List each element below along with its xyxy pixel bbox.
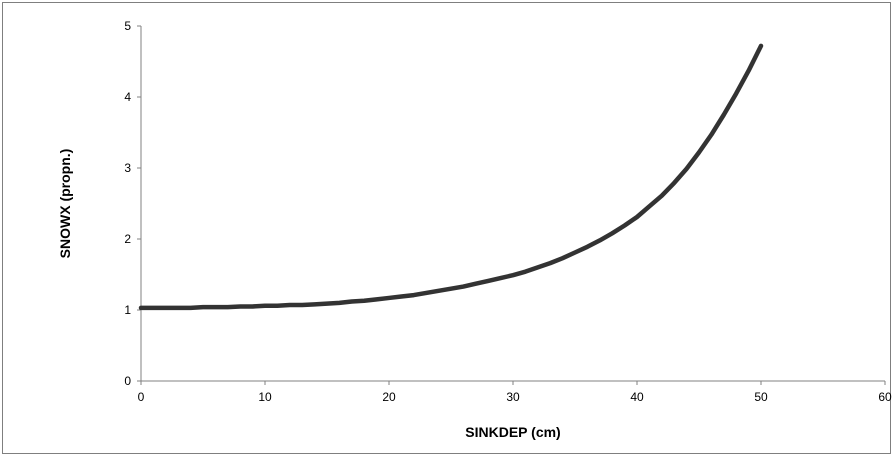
y-axis-title: SNOWX (propn.) <box>57 149 73 259</box>
data-point <box>337 301 341 305</box>
data-point <box>449 287 453 291</box>
data-point <box>226 305 230 309</box>
data-point <box>437 289 441 293</box>
x-tick-label: 0 <box>138 390 145 404</box>
data-point <box>263 304 267 308</box>
data-point <box>362 299 366 303</box>
y-tick-label: 4 <box>124 90 131 104</box>
y-ticks: 0 1 2 3 4 5 <box>124 19 141 388</box>
x-tick-label: 50 <box>754 390 768 404</box>
data-point <box>474 282 478 286</box>
data-point <box>251 304 255 308</box>
x-tick-label: 40 <box>630 390 644 404</box>
data-point <box>412 293 416 297</box>
y-tick-label: 5 <box>124 19 131 33</box>
data-point <box>313 302 317 306</box>
data-point <box>561 256 565 260</box>
data-point <box>275 304 279 308</box>
data-point <box>523 270 527 274</box>
data-point <box>375 297 379 301</box>
data-point <box>647 204 651 208</box>
data-point <box>536 265 540 269</box>
data-point <box>511 273 515 277</box>
data-point <box>722 113 726 117</box>
data-point <box>201 305 205 309</box>
data-point <box>598 238 602 242</box>
data-point <box>585 245 589 249</box>
data-point <box>499 276 503 280</box>
data-point <box>350 299 354 303</box>
data-point <box>486 279 490 283</box>
data-point <box>387 296 391 300</box>
x-tick-label: 60 <box>878 390 892 404</box>
data-point <box>610 231 614 235</box>
data-point <box>424 291 428 295</box>
x-ticks: 0 10 20 30 40 50 60 <box>138 381 892 404</box>
axes <box>140 26 885 382</box>
data-point <box>697 150 701 154</box>
x-axis-title: SINKDEP (cm) <box>465 424 560 440</box>
data-point <box>325 302 329 306</box>
data-point <box>635 215 639 219</box>
data-point <box>548 261 552 265</box>
x-tick-label: 20 <box>382 390 396 404</box>
x-tick-label: 10 <box>258 390 272 404</box>
y-tick-label: 2 <box>124 232 131 246</box>
data-point <box>759 44 763 48</box>
data-point <box>623 224 627 228</box>
y-tick-label: 0 <box>124 374 131 388</box>
data-point <box>672 181 676 185</box>
series-line <box>138 43 764 311</box>
data-point <box>461 285 465 289</box>
data-point <box>747 69 751 73</box>
data-point <box>189 306 193 310</box>
y-tick-label: 1 <box>124 303 131 317</box>
data-point <box>238 304 242 308</box>
y-tick-label: 3 <box>124 161 131 175</box>
data-point <box>300 303 304 307</box>
data-point <box>288 303 292 307</box>
data-point <box>685 167 689 171</box>
data-point <box>164 306 168 310</box>
data-point <box>139 306 143 310</box>
x-tick-label: 30 <box>506 390 520 404</box>
data-point <box>399 295 403 299</box>
series-layer <box>138 43 764 311</box>
data-point <box>660 194 664 198</box>
data-point <box>734 91 738 95</box>
data-point <box>573 250 577 254</box>
data-point <box>709 133 713 137</box>
